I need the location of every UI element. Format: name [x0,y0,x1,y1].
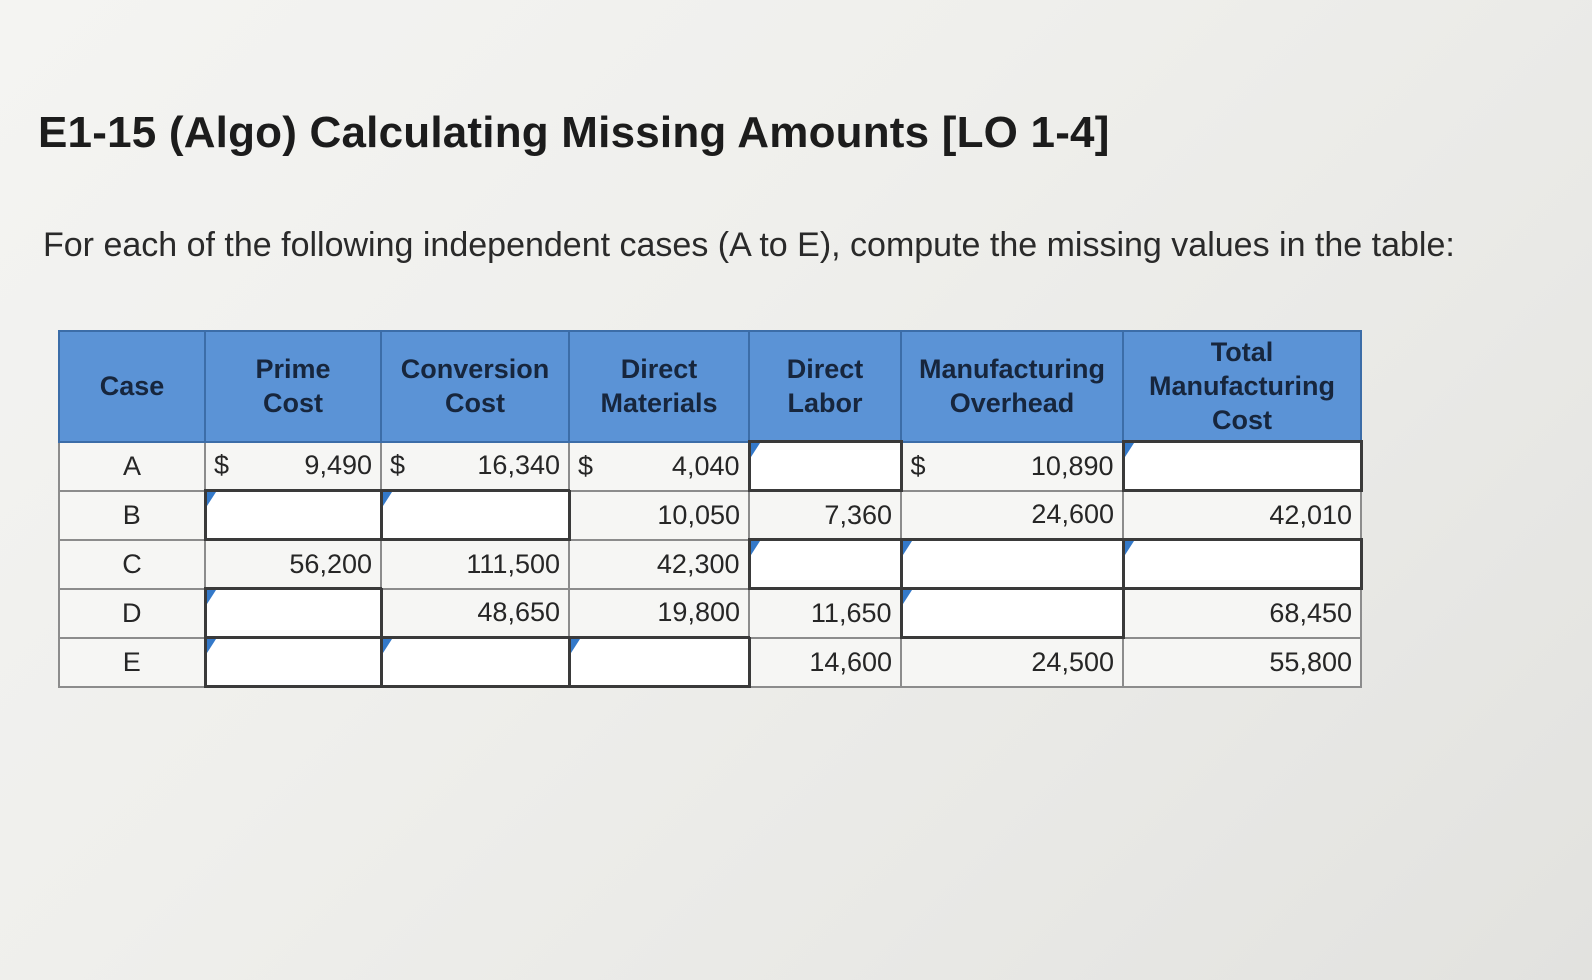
cell-value: 14,600 [809,646,892,677]
manufacturing-overhead-value: 24,600 [900,489,1124,541]
case-label: E [58,636,206,688]
cell-value: 24,600 [1031,499,1114,530]
missing-amounts-table: Case Prime Cost Conversion Cost Direct Mate… [58,330,1363,688]
prime-cost-input[interactable] [203,587,383,639]
prime-cost-input[interactable] [203,636,383,688]
prime-cost-value: $9,490 [204,440,382,492]
currency-symbol: $ [910,450,926,481]
case-label: B [58,489,206,541]
currency-symbol: $ [214,450,230,481]
table-header-row: Case Prime Cost Conversion Cost Direct Mate… [58,330,1362,443]
manufacturing-overhead-value: 24,500 [900,636,1124,688]
cell-value: 111,500 [466,548,560,579]
manufacturing-overhead-input[interactable] [899,587,1125,639]
manufacturing-overhead-input[interactable] [899,538,1125,590]
conversion-cost-value: 48,650 [380,587,570,639]
prime-cost-input[interactable] [203,489,383,541]
table-row: C 56,200 111,500 42,300 [58,538,1363,590]
header-manufacturing-overhead: Manufacturing Overhead [900,330,1124,443]
cell-value: 9,490 [304,450,372,481]
cell-value: 19,800 [657,597,740,628]
table-row: B 10,050 7,360 24,600 42,010 [58,489,1362,541]
table-body: A $9,490 $16,340 $4,040 $10,890 B 10,050 7,360 2… [58,440,1363,688]
direct-materials-value: 19,800 [568,587,750,639]
header-direct-labor: Direct Labor [748,330,902,443]
cell-value: 7,360 [824,499,892,530]
direct-labor-value: 11,650 [748,587,902,639]
case-label: A [58,440,206,492]
cell-value: 48,650 [477,597,560,628]
cell-value: 42,010 [1269,499,1352,530]
currency-symbol: $ [390,450,406,481]
direct-materials-value: $4,040 [568,440,750,492]
total-manufacturing-cost-value: 42,010 [1122,489,1362,541]
direct-labor-input[interactable] [747,538,903,590]
cell-value: 11,650 [810,597,892,628]
direct-labor-input[interactable] [747,440,903,492]
table-row: D 48,650 19,800 11,650 68,450 [58,587,1362,639]
table-row: E 14,600 24,500 55,800 [58,636,1362,688]
conversion-cost-value: $16,340 [380,440,570,492]
missing-amounts-table-container: Case Prime Cost Conversion Cost Direct Mate… [58,330,1363,688]
cell-value: 10,890 [1030,450,1114,481]
cell-value: 10,050 [657,499,740,530]
conversion-cost-input[interactable] [379,636,571,688]
manufacturing-overhead-value: $10,890 [900,440,1124,492]
prime-cost-value: 56,200 [204,538,382,590]
header-prime-cost: Prime Cost [204,330,382,443]
total-manufacturing-cost-value: 55,800 [1122,636,1362,688]
direct-materials-value: 10,050 [568,489,750,541]
header-conversion-cost: Conversion Cost [380,330,570,443]
total-manufacturing-cost-input[interactable] [1121,440,1363,492]
cell-value: 68,450 [1269,597,1352,628]
header-direct-materials: Direct Materials [568,330,750,443]
conversion-cost-input[interactable] [379,489,571,541]
instructions-text: For each of the following independent ca… [43,226,1455,264]
cell-value: 4,040 [671,450,740,481]
direct-labor-value: 7,360 [748,489,902,541]
case-label: C [58,538,206,590]
direct-materials-value: 42,300 [568,538,750,590]
exercise-title: E1-15 (Algo) Calculating Missing Amounts… [38,108,1110,157]
conversion-cost-value: 111,500 [380,538,570,590]
total-manufacturing-cost-input[interactable] [1121,538,1363,590]
header-case: Case [58,330,206,443]
total-manufacturing-cost-value: 68,450 [1122,587,1362,639]
case-label: D [58,587,206,639]
cell-value: 56,200 [289,548,372,579]
cell-value: 16,340 [477,450,560,481]
direct-labor-value: 14,600 [748,636,902,688]
cell-value: 42,300 [656,548,740,579]
currency-symbol: $ [578,450,594,481]
direct-materials-input[interactable] [567,636,751,688]
cell-value: 24,500 [1031,646,1114,677]
header-total-manufacturing-cost: Total Manufacturing Cost [1122,330,1362,443]
table-row: A $9,490 $16,340 $4,040 $10,890 [58,440,1363,492]
cell-value: 55,800 [1269,646,1352,677]
